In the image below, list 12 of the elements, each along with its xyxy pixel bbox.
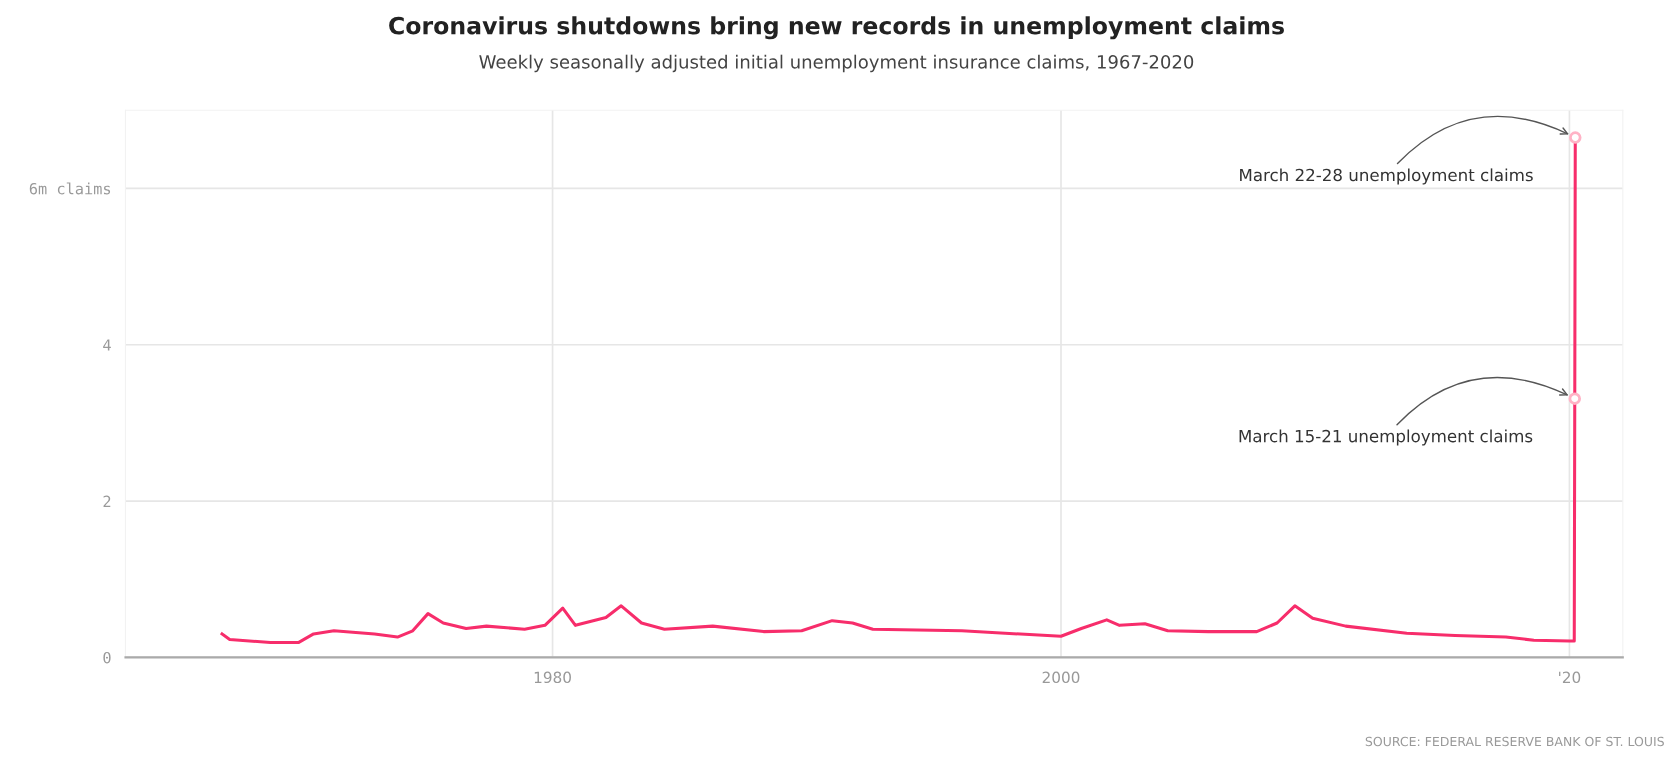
y-tick-label: 6m claims: [29, 182, 111, 195]
y-tick-label: 4: [103, 339, 111, 351]
chart-subtitle: Weekly seasonally adjusted initial unemployment insurance claims, 1967-2020: [479, 54, 1194, 73]
x-tick-label: 2000: [1042, 671, 1080, 684]
annotation: March 15-21 unemployment claims: [1239, 429, 1533, 446]
annotation: March 22-28 unemployment claims: [1240, 168, 1533, 185]
y-tick-label: 2: [103, 495, 111, 507]
x-tick-label: 1980: [534, 671, 571, 684]
y-tick-label: 0: [103, 651, 111, 664]
source-note: SOURCE: FEDERAL RESERVE BANK OF ST. LOUIS: [1365, 736, 1664, 747]
x-tick-label: '20: [1559, 671, 1581, 684]
chart-title: Coronavirus shutdowns bring new records in unemployment claims: [389, 16, 1284, 40]
